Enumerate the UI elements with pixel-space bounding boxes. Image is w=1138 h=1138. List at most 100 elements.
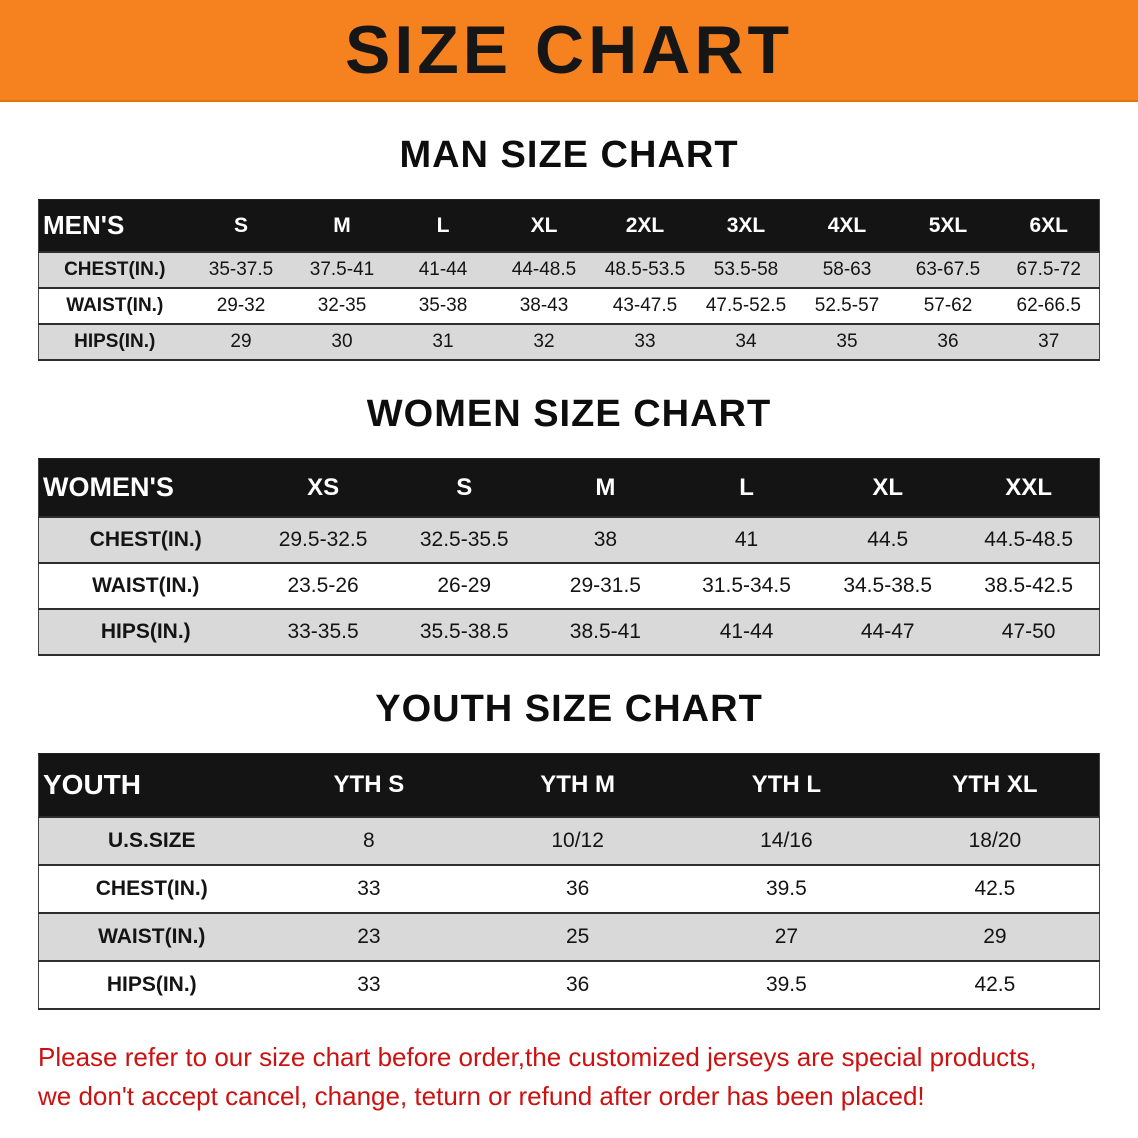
row-label-cell: HIPS(IN.) xyxy=(100,620,191,643)
size-header-cell: 3XL xyxy=(726,213,766,237)
value-cell: 41-44 xyxy=(719,620,774,643)
value-cell: 42.5 xyxy=(974,877,1016,900)
size-header-cell: L xyxy=(739,473,754,501)
size-header-cell: L xyxy=(436,213,450,237)
value-cell: 37.5-41 xyxy=(309,259,375,280)
row-label-cell: WAIST(IN.) xyxy=(98,925,206,948)
size-header-cell: S xyxy=(233,213,248,237)
value-cell: 35-38 xyxy=(418,295,468,316)
value-cell: 47-50 xyxy=(1001,620,1056,643)
value-cell: 23 xyxy=(357,925,381,948)
size-header-cell: YTH XL xyxy=(952,771,1038,798)
value-cell: 33 xyxy=(634,331,656,352)
value-cell: 36 xyxy=(565,973,590,996)
value-cell: 41-44 xyxy=(418,259,468,280)
value-cell: 27 xyxy=(774,925,799,948)
table-row: HIPS(IN.) 33 36 39.5 42.5 xyxy=(38,961,1100,1009)
value-cell: 32-35 xyxy=(317,295,367,316)
value-cell: 35 xyxy=(836,331,858,352)
value-cell: 18/20 xyxy=(968,829,1022,852)
youth-size-chart-section: YOUTH SIZE CHART YOUTH YTH S YTH M YTH L YTH… xyxy=(0,688,1138,1010)
size-header-cell: XS xyxy=(307,473,340,501)
man-size-chart-section: MAN SIZE CHART MEN'S S M L XL 2XL 3XL 4XL 5XL 6XL… xyxy=(0,134,1138,361)
size-header-cell: 4XL xyxy=(827,213,867,237)
value-cell: 34.5-38.5 xyxy=(843,574,933,597)
women-size-chart-heading: WOMEN SIZE CHART xyxy=(366,393,772,435)
value-cell: 37 xyxy=(1038,331,1060,352)
table-row: U.S.SIZE 8 10/12 14/16 18/20 xyxy=(38,817,1100,865)
table-row: HIPS(IN.) 33-35.5 35.5-38.5 38.5-41 41-44 44-… xyxy=(38,609,1100,655)
row-label-cell: CHEST(IN.) xyxy=(64,259,166,280)
size-header-cell: XL xyxy=(872,473,904,501)
value-cell: 33-35.5 xyxy=(287,620,359,643)
value-cell: 43-47.5 xyxy=(612,295,678,316)
value-cell: 23.5-26 xyxy=(287,574,359,597)
women-size-chart-section: WOMEN SIZE CHART WOMEN'S XS S M L XL XXL CHEST(… xyxy=(0,393,1138,656)
man-size-chart-heading: MAN SIZE CHART xyxy=(399,134,739,176)
size-charts: MAN SIZE CHART MEN'S S M L XL 2XL 3XL 4XL 5XL 6XL… xyxy=(0,134,1138,1010)
value-cell: 67.5-72 xyxy=(1016,259,1081,280)
row-label-cell: U.S.SIZE xyxy=(107,829,196,852)
value-cell: 31.5-34.5 xyxy=(702,574,791,597)
value-cell: 44-47 xyxy=(860,620,915,643)
table-row: CHEST(IN.) 29.5-32.5 32.5-35.5 38 41 44.5 44.5… xyxy=(38,517,1100,563)
youth-size-chart-heading: YOUTH SIZE CHART xyxy=(375,688,763,730)
value-cell: 34 xyxy=(735,331,757,352)
row-label-cell: CHEST(IN.) xyxy=(95,877,208,900)
value-cell: 44.5 xyxy=(867,528,909,551)
disclaimer-line-2: we don't accept cancel, change, teturn o… xyxy=(38,1081,925,1111)
value-cell: 63-67.5 xyxy=(915,259,981,280)
value-cell: 29.5-32.5 xyxy=(278,528,368,551)
value-cell: 44.5-48.5 xyxy=(984,528,1074,551)
table-header-row: WOMEN'S XS S M L XL XXL xyxy=(38,458,1100,517)
row-label-cell: HIPS(IN.) xyxy=(106,973,197,996)
value-cell: 38-43 xyxy=(519,295,569,316)
value-cell: 8 xyxy=(363,829,375,852)
row-label-cell: CHEST(IN.) xyxy=(89,528,202,551)
table-row: CHEST(IN.) 35-37.5 37.5-41 41-44 44-48.5 48.5… xyxy=(38,252,1100,288)
value-cell: 32 xyxy=(533,331,555,352)
value-cell: 26-29 xyxy=(437,574,492,597)
banner: SIZE CHART xyxy=(0,0,1138,102)
value-cell: 33 xyxy=(357,973,381,996)
size-header-cell: XL xyxy=(530,213,558,237)
value-cell: 41 xyxy=(734,528,759,551)
disclaimer-line-1: Please refer to our size chart before or… xyxy=(38,1042,1037,1072)
value-cell: 35-37.5 xyxy=(208,259,274,280)
size-header-cell: 6XL xyxy=(1029,213,1068,237)
value-cell: 36 xyxy=(937,331,959,352)
value-cell: 29-31.5 xyxy=(569,574,641,597)
value-cell: 42.5 xyxy=(974,973,1016,996)
size-header-cell: YTH S xyxy=(333,771,405,798)
row-label-cell: HIPS(IN.) xyxy=(74,331,156,352)
table-row: WAIST(IN.) 23.5-26 26-29 29-31.5 31.5-34.5 34… xyxy=(38,563,1100,609)
value-cell: 47.5-52.5 xyxy=(705,295,787,316)
value-cell: 35.5-38.5 xyxy=(419,620,509,643)
value-cell: 39.5 xyxy=(765,973,807,996)
value-cell: 10/12 xyxy=(551,829,604,852)
size-header-cell: M xyxy=(595,473,616,501)
value-cell: 29 xyxy=(230,331,252,352)
size-header-cell: M xyxy=(333,213,351,237)
value-cell: 48.5-53.5 xyxy=(604,259,686,280)
value-cell: 30 xyxy=(331,331,353,352)
table-row: WAIST(IN.) 23 25 27 29 xyxy=(38,913,1100,961)
table-row: HIPS(IN.) 29 30 31 32 33 34 35 36 37 xyxy=(38,324,1100,360)
value-cell: 57-62 xyxy=(923,295,973,316)
size-header-cell: 5XL xyxy=(928,213,968,237)
size-header-cell: YTH M xyxy=(540,771,615,798)
value-cell: 33 xyxy=(357,877,381,900)
size-header-cell: S xyxy=(456,473,473,501)
value-cell: 58-63 xyxy=(822,259,872,280)
value-cell: 38.5-41 xyxy=(569,620,641,643)
value-cell: 36 xyxy=(565,877,590,900)
table-title-cell: MEN'S xyxy=(43,210,125,240)
table-row: CHEST(IN.) 33 36 39.5 42.5 xyxy=(38,865,1100,913)
value-cell: 44-48.5 xyxy=(511,259,577,280)
value-cell: 31 xyxy=(432,331,454,352)
value-cell: 53.5-58 xyxy=(713,259,779,280)
value-cell: 62-66.5 xyxy=(1016,295,1081,316)
table-row: WAIST(IN.) 29-32 32-35 35-38 38-43 43-47.5 47.… xyxy=(38,288,1100,324)
table-header-row: MEN'S S M L XL 2XL 3XL 4XL 5XL 6XL xyxy=(38,199,1100,252)
size-header-cell: 2XL xyxy=(625,213,665,237)
